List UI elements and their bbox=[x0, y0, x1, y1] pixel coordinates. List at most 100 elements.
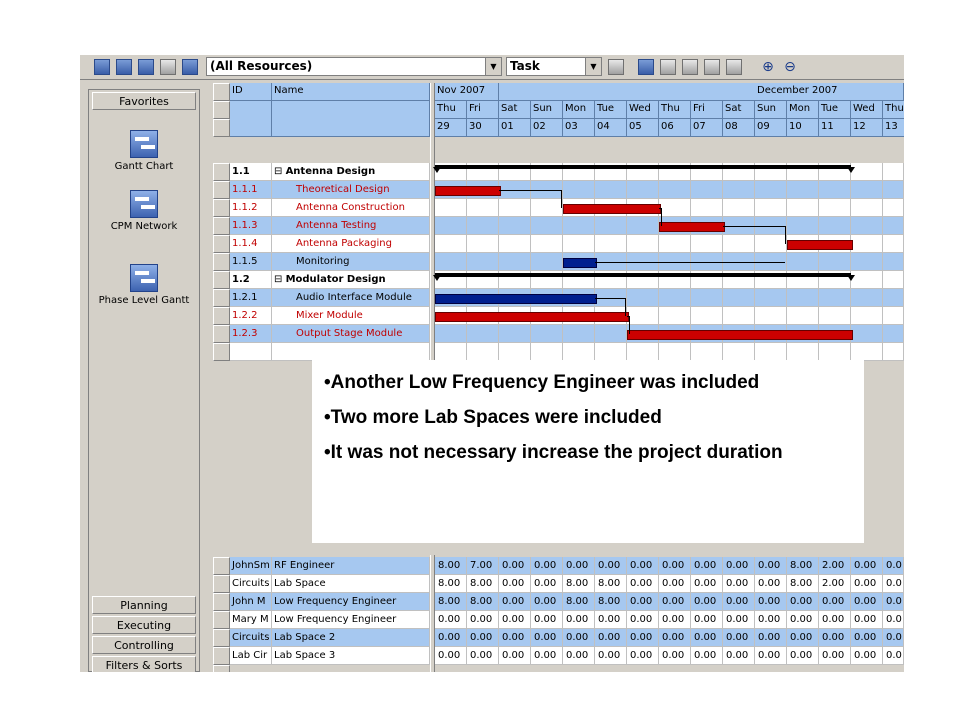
row-header[interactable] bbox=[213, 253, 230, 271]
assign-icon[interactable] bbox=[138, 59, 154, 75]
zoom-out-icon[interactable]: ⊖ bbox=[784, 59, 796, 75]
task-name[interactable]: ⊟ Modulator Design bbox=[272, 271, 430, 289]
task-id[interactable]: 1.1 bbox=[230, 163, 272, 181]
row-header[interactable] bbox=[213, 307, 230, 325]
row-header[interactable] bbox=[213, 575, 230, 593]
zoom-in-icon[interactable]: ⊕ bbox=[762, 59, 774, 75]
task-name[interactable]: Antenna Construction bbox=[272, 199, 430, 217]
row-header[interactable] bbox=[213, 181, 230, 199]
resource-name[interactable]: RF Engineer bbox=[272, 557, 430, 575]
task-name[interactable]: Output Stage Module bbox=[272, 325, 430, 343]
chevron-down-icon[interactable]: ▼ bbox=[485, 58, 501, 75]
sort-icon[interactable] bbox=[160, 59, 176, 75]
summary-bar[interactable] bbox=[435, 165, 851, 169]
task-id[interactable]: 1.1.4 bbox=[230, 235, 272, 253]
task-id[interactable]: 1.1.3 bbox=[230, 217, 272, 235]
resource-name[interactable]: Lab Space 2 bbox=[272, 629, 430, 647]
resource-code[interactable]: Circuits bbox=[230, 575, 272, 593]
resource-name[interactable]: Lab Space 3 bbox=[272, 647, 430, 665]
row-header[interactable] bbox=[213, 629, 230, 647]
indent-icon[interactable] bbox=[682, 59, 698, 75]
row-header[interactable] bbox=[213, 235, 230, 253]
row-header[interactable] bbox=[213, 343, 230, 361]
filters-sorts-section[interactable]: Filters & Sorts bbox=[92, 656, 196, 672]
collapse-icon[interactable]: ⊟ bbox=[274, 274, 286, 285]
row-header[interactable] bbox=[213, 325, 230, 343]
task-name[interactable]: Mixer Module bbox=[272, 307, 430, 325]
controlling-section[interactable]: Controlling bbox=[92, 636, 196, 654]
task-bar[interactable] bbox=[435, 294, 597, 304]
collapse-icon[interactable]: ⊟ bbox=[274, 166, 286, 177]
row-header[interactable] bbox=[213, 271, 230, 289]
resource-code[interactable]: Circuits bbox=[230, 629, 272, 647]
row-header[interactable] bbox=[213, 217, 230, 235]
column-header-id[interactable]: ID bbox=[230, 83, 272, 101]
task-name[interactable] bbox=[272, 343, 430, 361]
sidebar-item-gantt-chart[interactable]: Gantt Chart bbox=[92, 130, 196, 172]
month-label: December 2007 bbox=[499, 83, 904, 101]
row-header[interactable] bbox=[213, 557, 230, 575]
task-id[interactable] bbox=[230, 343, 272, 361]
column-header-name[interactable]: Name bbox=[272, 83, 430, 101]
pane-splitter[interactable] bbox=[430, 83, 435, 363]
resource-code[interactable]: JohnSm bbox=[230, 557, 272, 575]
sidebar-item-phase-level-gantt[interactable]: Phase Level Gantt bbox=[92, 264, 196, 306]
task-bar[interactable] bbox=[563, 258, 597, 268]
row-header[interactable] bbox=[213, 289, 230, 307]
row-header[interactable] bbox=[213, 665, 230, 672]
task-id[interactable]: 1.1.5 bbox=[230, 253, 272, 271]
resource-icon[interactable] bbox=[94, 59, 110, 75]
resource-code[interactable]: Lab Cir bbox=[230, 647, 272, 665]
link-icon[interactable] bbox=[704, 59, 720, 75]
row-header[interactable] bbox=[213, 83, 230, 101]
row-header[interactable] bbox=[213, 101, 230, 119]
row-header[interactable] bbox=[213, 119, 230, 137]
executing-section[interactable]: Executing bbox=[92, 616, 196, 634]
task-bar[interactable] bbox=[659, 222, 725, 232]
task-id[interactable]: 1.2.3 bbox=[230, 325, 272, 343]
resource-code[interactable]: John M bbox=[230, 593, 272, 611]
row-header[interactable] bbox=[213, 199, 230, 217]
unlink-icon[interactable] bbox=[726, 59, 742, 75]
task-name[interactable]: Audio Interface Module bbox=[272, 289, 430, 307]
row-header[interactable] bbox=[213, 611, 230, 629]
resource-name[interactable]: Low Frequency Engineer bbox=[272, 593, 430, 611]
edit-icon[interactable] bbox=[638, 59, 654, 75]
timeline-day-cell bbox=[691, 343, 723, 360]
task-name[interactable]: ⊟ Antenna Design bbox=[272, 163, 430, 181]
task-id[interactable]: 1.1.1 bbox=[230, 181, 272, 199]
task-bar[interactable] bbox=[787, 240, 853, 250]
print-icon[interactable] bbox=[608, 59, 624, 75]
pane-splitter[interactable] bbox=[430, 555, 435, 672]
task-name[interactable]: Antenna Packaging bbox=[272, 235, 430, 253]
task-id[interactable]: 1.2 bbox=[230, 271, 272, 289]
task-id[interactable]: 1.1.2 bbox=[230, 199, 272, 217]
timeline-day-cell bbox=[851, 289, 883, 306]
resource-name[interactable]: Low Frequency Engineer bbox=[272, 611, 430, 629]
resource-filter-combo[interactable]: (All Resources) ▼ bbox=[206, 57, 502, 76]
task-id[interactable]: 1.2.2 bbox=[230, 307, 272, 325]
task-name[interactable]: Antenna Testing bbox=[272, 217, 430, 235]
task-bar[interactable] bbox=[435, 312, 629, 322]
task-bar[interactable] bbox=[563, 204, 661, 214]
filter-icon[interactable] bbox=[182, 59, 198, 75]
view-select-combo[interactable]: Task ▼ bbox=[506, 57, 602, 76]
task-name[interactable]: Theoretical Design bbox=[272, 181, 430, 199]
task-name-label: Mixer Module bbox=[296, 310, 363, 321]
resource-code[interactable]: Mary M bbox=[230, 611, 272, 629]
summary-bar[interactable] bbox=[435, 273, 851, 277]
task-bar[interactable] bbox=[435, 186, 501, 196]
row-header[interactable] bbox=[213, 593, 230, 611]
task-id[interactable]: 1.2.1 bbox=[230, 289, 272, 307]
chevron-down-icon[interactable]: ▼ bbox=[585, 58, 601, 75]
favorites-header[interactable]: Favorites bbox=[92, 92, 196, 110]
outdent-icon[interactable] bbox=[660, 59, 676, 75]
row-header[interactable] bbox=[213, 163, 230, 181]
resource-name[interactable]: Lab Space bbox=[272, 575, 430, 593]
table-icon[interactable] bbox=[116, 59, 132, 75]
sidebar-item-cpm-network[interactable]: CPM Network bbox=[92, 190, 196, 232]
planning-section[interactable]: Planning bbox=[92, 596, 196, 614]
task-bar[interactable] bbox=[627, 330, 853, 340]
task-name[interactable]: Monitoring bbox=[272, 253, 430, 271]
row-header[interactable] bbox=[213, 647, 230, 665]
